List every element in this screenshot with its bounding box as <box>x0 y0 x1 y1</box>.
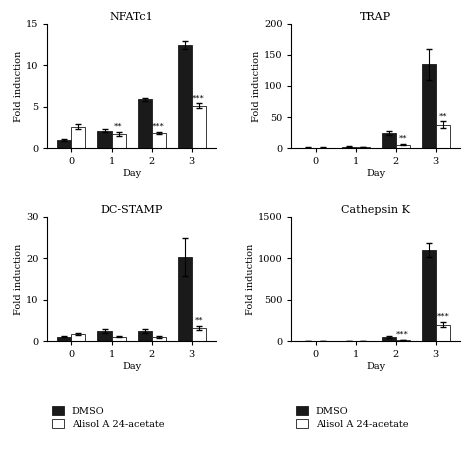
Bar <box>356 147 370 148</box>
Bar <box>191 106 206 148</box>
Bar <box>152 337 165 341</box>
Bar <box>301 147 316 148</box>
Legend: DMSO, Alisol A 24-acetate: DMSO, Alisol A 24-acetate <box>296 406 408 429</box>
Text: **: ** <box>194 317 203 325</box>
Bar <box>191 328 206 341</box>
Y-axis label: Fold induction: Fold induction <box>246 243 255 315</box>
Legend: DMSO, Alisol A 24-acetate: DMSO, Alisol A 24-acetate <box>52 406 164 429</box>
Title: TRAP: TRAP <box>360 11 391 21</box>
Bar <box>316 147 329 148</box>
Bar <box>57 337 72 341</box>
Text: ***: *** <box>396 331 409 339</box>
Bar <box>178 46 191 148</box>
Bar <box>57 140 72 148</box>
Bar <box>342 146 356 148</box>
Bar <box>396 145 410 148</box>
Text: **: ** <box>399 134 407 142</box>
Bar <box>152 133 165 148</box>
Bar <box>72 127 85 148</box>
Bar <box>111 337 126 341</box>
X-axis label: Day: Day <box>122 169 141 178</box>
Bar <box>436 325 450 341</box>
Bar <box>178 257 191 341</box>
X-axis label: Day: Day <box>366 362 385 371</box>
X-axis label: Day: Day <box>366 169 385 178</box>
Text: ***: *** <box>152 123 165 131</box>
Text: **: ** <box>438 112 447 120</box>
Text: ***: *** <box>437 313 449 321</box>
Bar <box>436 125 450 148</box>
Bar <box>396 340 410 341</box>
Title: NFATc1: NFATc1 <box>109 11 154 21</box>
Bar <box>137 331 152 341</box>
Title: Cathepsin K: Cathepsin K <box>341 205 410 215</box>
Bar <box>382 337 396 341</box>
Bar <box>382 133 396 148</box>
Y-axis label: Fold induction: Fold induction <box>252 50 261 122</box>
Text: ***: *** <box>192 94 205 102</box>
Bar <box>422 250 436 341</box>
Y-axis label: Fold induction: Fold induction <box>14 50 23 122</box>
Bar <box>98 131 111 148</box>
Text: **: ** <box>114 123 123 131</box>
Bar <box>98 331 111 341</box>
X-axis label: Day: Day <box>122 362 141 371</box>
Y-axis label: Fold induction: Fold induction <box>14 243 23 315</box>
Bar <box>137 99 152 148</box>
Bar <box>72 334 85 341</box>
Title: DC-STAMP: DC-STAMP <box>100 205 163 215</box>
Bar <box>422 64 436 148</box>
Bar <box>111 134 126 148</box>
